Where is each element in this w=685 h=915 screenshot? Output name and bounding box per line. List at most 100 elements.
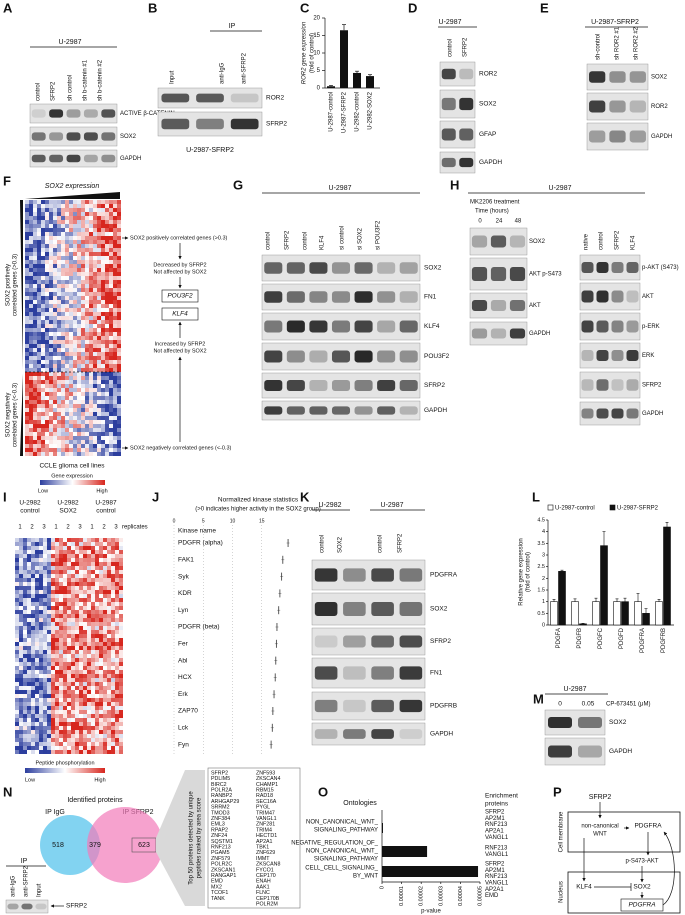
heatmap-cell [103,638,107,642]
header: IP [21,858,28,865]
heatmap-cell [71,634,75,638]
heatmap-cell [69,264,73,268]
heatmap-cell [67,614,71,618]
heatmap-cell [115,658,119,662]
heatmap-cell [69,336,73,340]
heatmap-cell [59,598,63,602]
heatmap-cell [37,392,41,396]
heatmap-cell [59,622,63,626]
heatmap-cell [99,686,103,690]
heatmap-cell [33,288,37,292]
heatmap-cell [101,376,105,380]
heatmap-cell [107,562,111,566]
heatmap-cell [19,674,23,678]
heatmap-cell [45,332,49,336]
heatmap-cell [85,264,89,268]
kinase-label: Erk [178,691,189,698]
heatmap-cell [85,452,89,456]
heatmap-cell [119,606,123,610]
heatmap-cell [43,582,47,586]
heatmap-cell [49,272,53,276]
heatmap-cell [75,674,79,678]
heatmap-cell [65,216,69,220]
heatmap-cell [81,312,85,316]
heatmap-cell [23,730,27,734]
heatmap-cell [89,276,93,280]
heatmap-cell [119,734,123,738]
heatmap-cell [67,658,71,662]
gene-box [161,289,199,303]
heatmap-cell [51,702,55,706]
heatmap-cell [19,682,23,686]
heatmap-cell [111,590,115,594]
heatmap-cell [59,662,63,666]
heatmap-cell [23,562,27,566]
heatmap-cell [59,594,63,598]
heatmap-cell [51,710,55,714]
heatmap-cell [111,626,115,630]
heatmap-cell [95,650,99,654]
heatmap-cell [115,618,119,622]
group-label: SOX2 [59,508,77,515]
heatmap-cell [65,376,69,380]
heatmap-cell [101,428,105,432]
heatmap-cell [103,690,107,694]
heatmap-cell [113,240,117,244]
heatmap-cell [81,268,85,272]
heatmap-cell [103,538,107,542]
heatmap-cell [109,448,113,452]
blot-band [314,568,338,582]
heatmap-cell [113,376,117,380]
heatmap-cell [39,602,43,606]
heatmap-cell [67,682,71,686]
heatmap-cell [71,742,75,746]
heatmap-cell [41,356,45,360]
heatmap-cell [115,726,119,730]
heatmap-cell [67,538,71,542]
heatmap-cell [83,554,87,558]
heatmap-cell [97,400,101,404]
heatmap-cell [63,630,67,634]
heatmap-cell [99,606,103,610]
heatmap-cell [25,332,29,336]
heatmap-cell [49,344,53,348]
heatmap-cell [41,212,45,216]
heatmap-cell [79,578,83,582]
heatmap-cell [119,566,123,570]
heatmap-cell [97,348,101,352]
heatmap-cell [67,606,71,610]
heatmap-cell [25,336,29,340]
heatmap-cell [103,750,107,754]
heatmap-cell [53,272,57,276]
heatmap-cell [117,272,121,276]
heatmap-cell [87,714,91,718]
blot-band [589,71,606,83]
heatmap-cell [75,610,79,614]
heatmap-cell [45,356,49,360]
heatmap-cell [107,550,111,554]
flow-text: SOX2 negatively correlated genes (<-0.3) [130,445,232,451]
heatmap-cell [29,356,33,360]
heatmap-cell [41,408,45,412]
heatmap-cell [51,586,55,590]
heatmap-cell [19,650,23,654]
heatmap-cell [29,384,33,388]
heatmap-cell [25,416,29,420]
heatmap-cell [73,252,77,256]
heatmap-cell [81,360,85,364]
lane-label: control [378,535,384,553]
heatmap-cell [57,368,61,372]
heatmap-cell [115,538,119,542]
heatmap-cell [73,352,77,356]
heatmap-cell [79,678,83,682]
band-label: SFRP2 [642,383,662,389]
heatmap-cell [113,416,117,420]
heatmap-cell [53,304,57,308]
heatmap-cell [39,662,43,666]
heatmap-cell [43,606,47,610]
protein-name: RBM15 [256,788,274,794]
heatmap-cell [111,726,115,730]
heatmap-cell [67,630,71,634]
heatmap-cell [89,384,93,388]
heatmap-cell [97,204,101,208]
